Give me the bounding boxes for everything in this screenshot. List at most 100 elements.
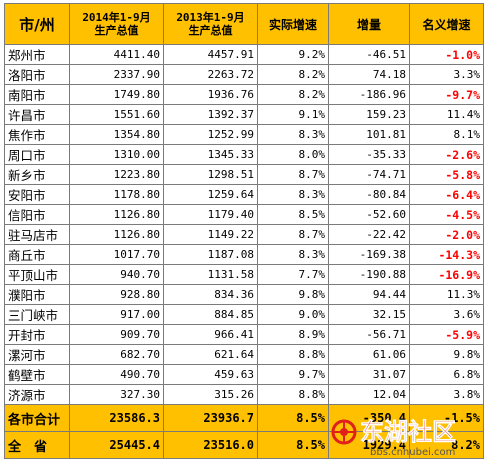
nominal-growth-value: -4.5% [409, 204, 484, 225]
real-growth-value: 8.3% [257, 184, 329, 205]
gdp-2013-value: 1149.22 [163, 224, 258, 245]
real-growth-value: 9.0% [257, 304, 329, 325]
city-name: 新乡市 [4, 164, 70, 185]
real-growth-value: 9.8% [257, 284, 329, 305]
gdp-2013-value: 1131.58 [163, 264, 258, 285]
table-row: 开封市 909.70 966.41 8.9% -56.71 -5.9% [4, 324, 484, 345]
real-growth-value: 9.1% [257, 104, 329, 125]
real-growth-value: 8.7% [257, 164, 329, 185]
gdp-2013-value: 2263.72 [163, 64, 258, 85]
gdp-2013-value: 1252.99 [163, 124, 258, 145]
increase-value: 12.04 [328, 384, 410, 405]
table-row: 安阳市 1178.80 1259.64 8.3% -80.84 -6.4% [4, 184, 484, 205]
header-gdp-2013-line1: 2013年1-9月 [176, 11, 245, 24]
table-row: 信阳市 1126.80 1179.40 8.5% -52.60 -4.5% [4, 204, 484, 225]
increase-value: 94.44 [328, 284, 410, 305]
gdp-2014-value: 1017.70 [69, 244, 164, 265]
header-gdp-2014-line2: 生产总值 [94, 24, 139, 37]
gdp-2014-value: 682.70 [69, 344, 164, 365]
nominal-growth-value: 6.8% [409, 364, 484, 385]
header-gdp-2014: 2014年1-9月 生产总值 [69, 3, 164, 45]
gdp-2013-value: 459.63 [163, 364, 258, 385]
gdp-2014-value: 917.00 [69, 304, 164, 325]
table-row: 三门峡市 917.00 884.85 9.0% 32.15 3.6% [4, 304, 484, 325]
increase-value: 61.06 [328, 344, 410, 365]
gdp-2014-value: 1223.80 [69, 164, 164, 185]
table-row: 驻马店市 1126.80 1149.22 8.7% -22.42 -2.0% [4, 224, 484, 245]
city-name: 许昌市 [4, 104, 70, 125]
gdp-table-body: 市/州 2014年1-9月 生产总值 2013年1-9月 生产总值 实际增速 增… [4, 3, 484, 459]
table-row: 漯河市 682.70 621.64 8.8% 61.06 9.8% [4, 344, 484, 365]
nominal-growth-value: -9.7% [409, 84, 484, 105]
header-gdp-2013: 2013年1-9月 生产总值 [163, 3, 258, 45]
nominal-growth-value: 11.4% [409, 104, 484, 125]
gdp-2014-value: 2337.90 [69, 64, 164, 85]
gdp-2014-value: 1551.60 [69, 104, 164, 125]
increase-value: -52.60 [328, 204, 410, 225]
nominal-growth-value: 8.1% [409, 124, 484, 145]
real-growth-value: 8.2% [257, 64, 329, 85]
increase-value: 31.07 [328, 364, 410, 385]
increase-value: -46.51 [328, 44, 410, 65]
nominal-growth-value: -2.6% [409, 144, 484, 165]
real-growth-value: 8.3% [257, 124, 329, 145]
city-name: 焦作市 [4, 124, 70, 145]
real-growth-value: 8.8% [257, 384, 329, 405]
increase-value: -80.84 [328, 184, 410, 205]
city-name: 南阳市 [4, 84, 70, 105]
increase-value: 32.15 [328, 304, 410, 325]
table-row: 平顶山市 940.70 1131.58 7.7% -190.88 -16.9% [4, 264, 484, 285]
total-real-growth: 8.5% [257, 404, 329, 432]
gdp-2013-value: 1259.64 [163, 184, 258, 205]
table-row: 新乡市 1223.80 1298.51 8.7% -74.71 -5.8% [4, 164, 484, 185]
city-name: 鹤壁市 [4, 364, 70, 385]
total-row: 各市合计 23586.3 23936.7 8.5% -350.4 -1.5% [4, 404, 484, 432]
city-name: 开封市 [4, 324, 70, 345]
total-nominal-growth: -1.5% [409, 404, 484, 432]
gdp-2013-value: 1936.76 [163, 84, 258, 105]
increase-value: -169.38 [328, 244, 410, 265]
nominal-growth-value: -14.3% [409, 244, 484, 265]
gdp-2014-value: 1126.80 [69, 224, 164, 245]
gdp-2014-value: 327.30 [69, 384, 164, 405]
table-row: 商丘市 1017.70 1187.08 8.3% -169.38 -14.3% [4, 244, 484, 265]
city-name: 漯河市 [4, 344, 70, 365]
real-growth-value: 8.0% [257, 144, 329, 165]
header-city: 市/州 [4, 3, 70, 45]
gdp-2013-value: 1392.37 [163, 104, 258, 125]
total-row: 全 省 25445.4 23516.0 8.5% 1929.4 8.2% [4, 431, 484, 459]
city-name: 商丘市 [4, 244, 70, 265]
increase-value: -74.71 [328, 164, 410, 185]
table-row: 鹤壁市 490.70 459.63 9.7% 31.07 6.8% [4, 364, 484, 385]
total-increase: -350.4 [328, 404, 410, 432]
gdp-2014-value: 1354.80 [69, 124, 164, 145]
nominal-growth-value: 3.6% [409, 304, 484, 325]
gdp-2013-value: 315.26 [163, 384, 258, 405]
city-name: 周口市 [4, 144, 70, 165]
nominal-growth-value: -1.0% [409, 44, 484, 65]
gdp-2014-value: 1178.80 [69, 184, 164, 205]
nominal-growth-value: -16.9% [409, 264, 484, 285]
table-row: 南阳市 1749.80 1936.76 8.2% -186.96 -9.7% [4, 84, 484, 105]
gdp-2014-value: 1126.80 [69, 204, 164, 225]
real-growth-value: 8.8% [257, 344, 329, 365]
gdp-2014-value: 4411.40 [69, 44, 164, 65]
city-name: 平顶山市 [4, 264, 70, 285]
increase-value: -186.96 [328, 84, 410, 105]
total-increase: 1929.4 [328, 431, 410, 459]
real-growth-value: 9.2% [257, 44, 329, 65]
real-growth-value: 9.7% [257, 364, 329, 385]
city-name: 济源市 [4, 384, 70, 405]
increase-value: -56.71 [328, 324, 410, 345]
total-gdp-2013: 23516.0 [163, 431, 258, 459]
real-growth-value: 8.5% [257, 204, 329, 225]
header-real-growth: 实际增速 [257, 3, 329, 45]
total-gdp-2013: 23936.7 [163, 404, 258, 432]
city-name: 洛阳市 [4, 64, 70, 85]
table-row: 洛阳市 2337.90 2263.72 8.2% 74.18 3.3% [4, 64, 484, 85]
header-increase: 增量 [328, 3, 410, 45]
total-nominal-growth: 8.2% [409, 431, 484, 459]
nominal-growth-value: -2.0% [409, 224, 484, 245]
increase-value: 74.18 [328, 64, 410, 85]
city-name: 驻马店市 [4, 224, 70, 245]
